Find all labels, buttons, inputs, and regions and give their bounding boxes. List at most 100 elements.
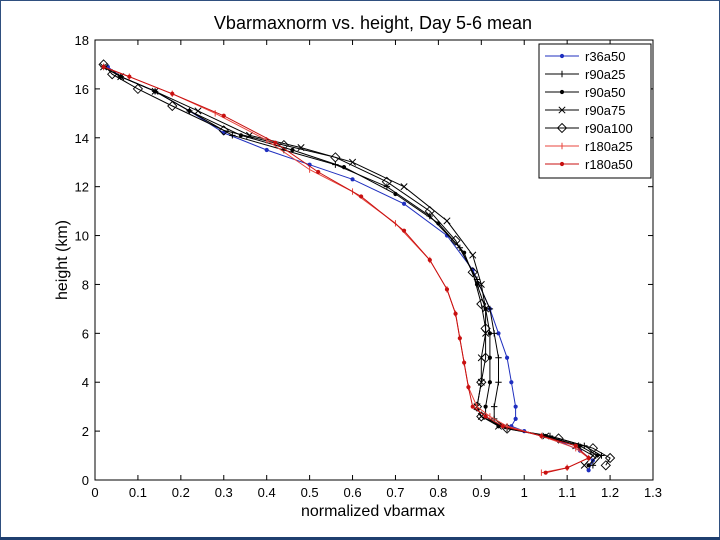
- legend-entry-r180a50: r180a50: [545, 157, 633, 172]
- data-point-r90a100: [424, 205, 435, 217]
- data-point-r90a75: [477, 280, 485, 288]
- y-tick-label: 16: [75, 82, 89, 97]
- x-tick-label: 0.6: [343, 485, 361, 500]
- data-point-r90a100: [330, 152, 341, 163]
- legend-swatch-marker: [558, 106, 566, 114]
- data-point-r90a100: [587, 443, 599, 454]
- legend-entry-r180a25: r180a25: [545, 139, 633, 154]
- data-point-r90a100: [218, 125, 229, 136]
- x-tick-label: 0.1: [129, 485, 147, 500]
- legend: r36a50 r90a25 r90a50 r90a75 r90a100 r180a25 r1…: [538, 43, 652, 179]
- data-point-r90a25: [495, 354, 502, 361]
- data-point-r180a50: [101, 64, 106, 69]
- data-point-r180a50: [573, 443, 578, 448]
- data-point-r36a50: [509, 380, 514, 385]
- data-point-r90a50: [487, 380, 492, 385]
- y-tick-label: 10: [75, 229, 89, 244]
- data-point-r36a50: [401, 201, 407, 206]
- y-tick-label: 0: [82, 473, 89, 488]
- data-point-r36a50: [513, 404, 518, 409]
- y-axis-label: height (km): [54, 220, 71, 300]
- data-point-r90a25: [490, 403, 498, 410]
- data-point-r180a50: [444, 287, 450, 292]
- data-point-r36a50: [264, 147, 269, 153]
- data-point-r90a75: [443, 217, 451, 225]
- series-line-r180a50: [103, 66, 590, 474]
- legend-swatch-marker: [559, 161, 565, 167]
- series-line-r90a100: [103, 64, 611, 466]
- y-tick-label: 2: [82, 424, 89, 439]
- data-point-r90a50: [487, 331, 492, 336]
- data-point-r90a100: [107, 69, 118, 80]
- x-tick-label: 1.3: [644, 485, 662, 500]
- series-line-r90a75: [103, 66, 594, 466]
- data-point-r180a50: [586, 455, 591, 461]
- legend-label: r90a50: [585, 85, 625, 100]
- legend-label: r90a100: [585, 121, 633, 136]
- data-point-r90a75: [194, 107, 202, 115]
- legend-entry-r90a75: r90a75: [545, 103, 625, 118]
- series-r36a50: [105, 64, 596, 473]
- data-point-r90a100: [278, 139, 289, 151]
- data-point-r180a50: [273, 140, 278, 145]
- data-point-r90a100: [553, 433, 564, 444]
- x-tick-label: 1.2: [601, 485, 619, 500]
- data-point-r90a50: [341, 165, 347, 170]
- data-point-r180a50: [483, 414, 488, 419]
- series-layer: [98, 59, 616, 476]
- data-point-r36a50: [586, 468, 591, 473]
- legend-box: [538, 43, 652, 179]
- y-tick-label: 8: [82, 277, 89, 292]
- data-point-r90a50: [393, 191, 398, 197]
- legend-label: r90a75: [585, 103, 625, 118]
- plot-box: [94, 39, 654, 481]
- data-point-r180a50: [170, 91, 175, 96]
- data-point-r90a25: [495, 379, 502, 386]
- x-tick-label: 0.8: [429, 485, 447, 500]
- data-point-r90a25: [490, 330, 498, 337]
- data-point-r90a75: [151, 87, 159, 95]
- y-tick-label: 18: [75, 33, 89, 48]
- x-tick-label: 0.2: [172, 485, 190, 500]
- legend-entry-r90a25: r90a25: [545, 67, 625, 82]
- series-r90a50: [101, 64, 600, 468]
- series-r180a50: [101, 64, 591, 475]
- data-point-r90a50: [483, 404, 488, 409]
- data-point-r90a100: [480, 323, 491, 334]
- data-point-r180a50: [466, 385, 471, 390]
- data-point-r90a100: [476, 298, 487, 310]
- data-point-r180a50: [470, 404, 475, 409]
- data-point-r90a100: [600, 460, 611, 471]
- data-point-r90a50: [290, 147, 295, 153]
- data-point-r180a50: [462, 360, 467, 365]
- plot-axes: 0 0.1 0.2 0.3 0.4 0.5 0.6 0.7 0.8 0.9 1 1.1 1.2 1.3 0 2…: [75, 33, 663, 500]
- data-point-r180a50: [539, 433, 544, 439]
- data-point-r90a25: [589, 462, 597, 469]
- y-tick-label: 14: [75, 131, 89, 146]
- data-point-r90a100: [167, 100, 178, 112]
- legend-label: r180a25: [585, 139, 633, 154]
- data-point-r90a75: [589, 452, 597, 460]
- data-point-r90a25: [229, 132, 236, 139]
- series-line-r90a50: [103, 66, 598, 466]
- data-point-r90a50: [595, 453, 600, 458]
- x-tick-label: 1: [521, 485, 528, 500]
- series-line-r36a50: [107, 66, 594, 471]
- legend-entry-r90a100: r90a100: [545, 121, 633, 136]
- series-r90a25: [100, 63, 605, 469]
- series-line-r90a25: [103, 66, 603, 466]
- series-r90a100: [98, 59, 616, 471]
- data-point-r90a100: [450, 235, 461, 246]
- data-point-r180a50: [127, 74, 132, 79]
- legend-entry-r90a50: r90a50: [545, 85, 625, 100]
- legend-label: r180a50: [585, 157, 633, 172]
- x-tick-label: 0.9: [472, 485, 490, 500]
- data-point-r180a50: [401, 228, 407, 233]
- data-point-r90a75: [580, 461, 588, 469]
- legend-swatch-marker: [556, 122, 568, 134]
- data-point-r180a50: [427, 257, 432, 263]
- x-axis-label: normalized vbarmax: [301, 503, 445, 520]
- data-point-r90a100: [467, 267, 478, 278]
- x-tick-label: 0.5: [301, 485, 319, 500]
